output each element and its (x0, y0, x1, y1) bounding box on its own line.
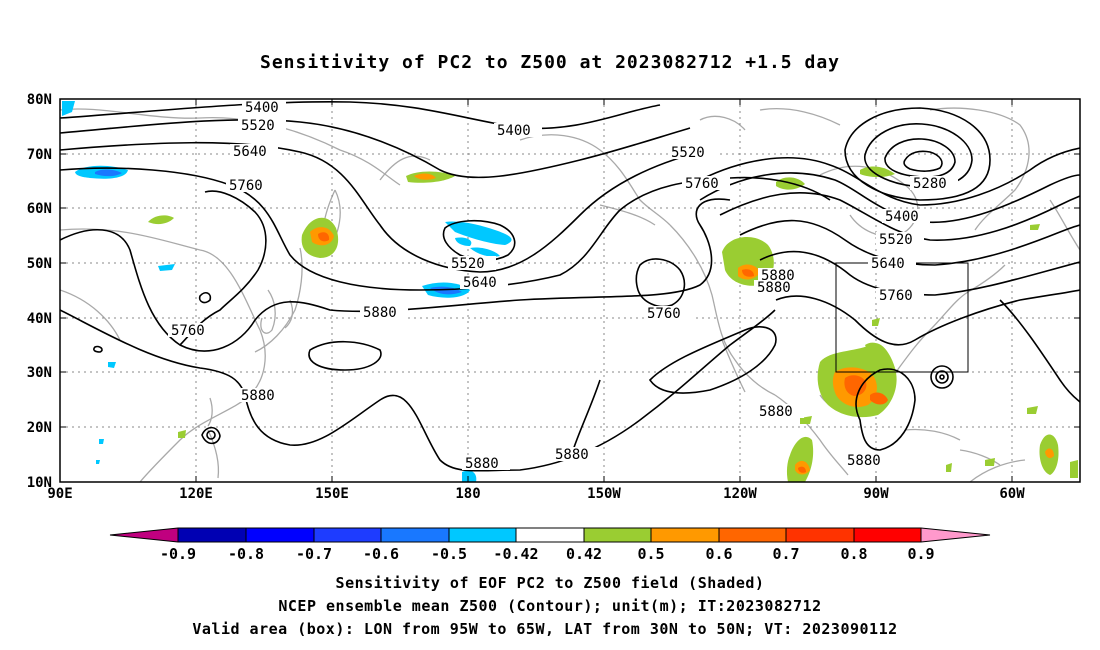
negative-sensitivity-area (445, 221, 512, 245)
contour-label: 5880 (757, 280, 791, 296)
contour-label: 5760 (685, 176, 719, 192)
footer-caption: Sensitivity of EOF PC2 to Z500 field (Sh… (192, 574, 897, 638)
footer-line-1: Sensitivity of EOF PC2 to Z500 field (Sh… (336, 574, 765, 592)
negative-sensitivity-area (158, 264, 175, 271)
colorbar-label: -0.5 (431, 545, 467, 563)
contour-label: 5400 (885, 209, 919, 225)
colorbar-label: -0.6 (363, 545, 399, 563)
negative-sensitivity-area (470, 247, 500, 257)
contour-label: 5280 (913, 176, 947, 192)
footer-line-2: NCEP ensemble mean Z500 (Contour); unit(… (278, 597, 821, 615)
gridlines (60, 99, 1080, 482)
colorbar-label: 0.8 (840, 545, 867, 563)
lat-label: 80N (27, 92, 52, 108)
colorbar-label: 0.9 (907, 545, 934, 563)
colorbar-segment (178, 528, 246, 542)
contour-label: 5880 (465, 456, 499, 472)
latitude-labels: 80N 70N 60N 50N 40N 30N 20N 10N (27, 92, 52, 491)
contour-label: 5760 (647, 306, 681, 322)
colorbar-segment (921, 528, 990, 542)
lat-label: 10N (27, 475, 52, 491)
contour-labels: 5400 5520 5640 5760 5400 5520 5760 5280 … (168, 100, 958, 472)
lat-label: 20N (27, 420, 52, 436)
colorbar-label: -0.8 (228, 545, 264, 563)
colorbar-label: 0.7 (772, 545, 799, 563)
contour-label: 5880 (363, 305, 397, 321)
contour-label: 5880 (847, 453, 881, 469)
contour-label: 5520 (241, 118, 275, 134)
lat-label: 50N (27, 256, 52, 272)
contour-label: 5640 (463, 275, 497, 291)
lat-label: 30N (27, 365, 52, 381)
colorbar-label: -0.42 (493, 545, 538, 563)
negative-sensitivity-area (62, 101, 75, 116)
colorbar-segment (314, 528, 381, 542)
lon-label: 150E (315, 486, 349, 502)
colorbar-segment (584, 528, 651, 542)
negative-sensitivity-area (462, 470, 477, 482)
lat-label: 40N (27, 311, 52, 327)
contour-label: 5520 (451, 256, 485, 272)
contour-label: 5880 (241, 388, 275, 404)
colorbar-segment (651, 528, 719, 542)
colorbar-segment (110, 528, 178, 542)
colorbar-label: 0.42 (566, 545, 602, 563)
axis-ticks (60, 98, 1080, 482)
positive-sensitivity-area (860, 166, 895, 177)
positive-sensitivity-area (786, 436, 814, 482)
coastlines (60, 107, 1080, 482)
contour-label: 5880 (555, 447, 589, 463)
longitude-labels: 90E 120E 150E 180 150W 120W 90W 60W (47, 486, 1025, 502)
contour-label: 5400 (245, 100, 279, 116)
z500-contours (60, 100, 1080, 472)
colorbar-label: 0.6 (705, 545, 732, 563)
contour-label: 5400 (497, 123, 531, 139)
contour-label: 5880 (759, 404, 793, 420)
colorbar-segment (381, 528, 449, 542)
lon-label: 150W (587, 486, 621, 502)
contour-label: 5760 (879, 288, 913, 304)
lon-label: 180 (455, 486, 480, 502)
contour-label: 5760 (229, 178, 263, 194)
colorbar-segment (786, 528, 854, 542)
lat-label: 60N (27, 201, 52, 217)
contour-label: 5760 (171, 323, 205, 339)
colorbar-segment (516, 528, 584, 542)
colorbar-segment (719, 528, 786, 542)
footer-line-3: Valid area (box): LON from 95W to 65W, L… (192, 620, 897, 638)
colorbar-label: 0.5 (637, 545, 664, 563)
colorbar-segment (854, 528, 921, 542)
contour-label: 5520 (879, 232, 913, 248)
map-frame (59, 98, 1081, 483)
lat-label: 70N (27, 147, 52, 163)
lon-label: 120E (179, 486, 213, 502)
lon-label: 120W (723, 486, 757, 502)
colorbar-label: -0.7 (296, 545, 332, 563)
lon-label: 90W (863, 486, 889, 502)
map-panel (60, 99, 1080, 482)
colorbar-segment (246, 528, 314, 542)
shaded-sensitivity (62, 101, 1078, 482)
figure-title: Sensitivity of PC2 to Z500 at 2023082712… (260, 52, 840, 73)
contour-label: 5640 (233, 144, 267, 160)
colorbar-label: -0.9 (160, 545, 196, 563)
negative-sensitivity-area (455, 237, 472, 246)
colorbar-segment (449, 528, 516, 542)
colorbar: -0.9 -0.8 -0.7 -0.6 -0.5 -0.42 0.42 0.5 … (109, 527, 991, 563)
positive-sensitivity-area (148, 215, 174, 225)
lon-label: 60W (999, 486, 1025, 502)
contour-label: 5640 (871, 256, 905, 272)
contour-label: 5520 (671, 145, 705, 161)
lon-label: 90E (47, 486, 72, 502)
